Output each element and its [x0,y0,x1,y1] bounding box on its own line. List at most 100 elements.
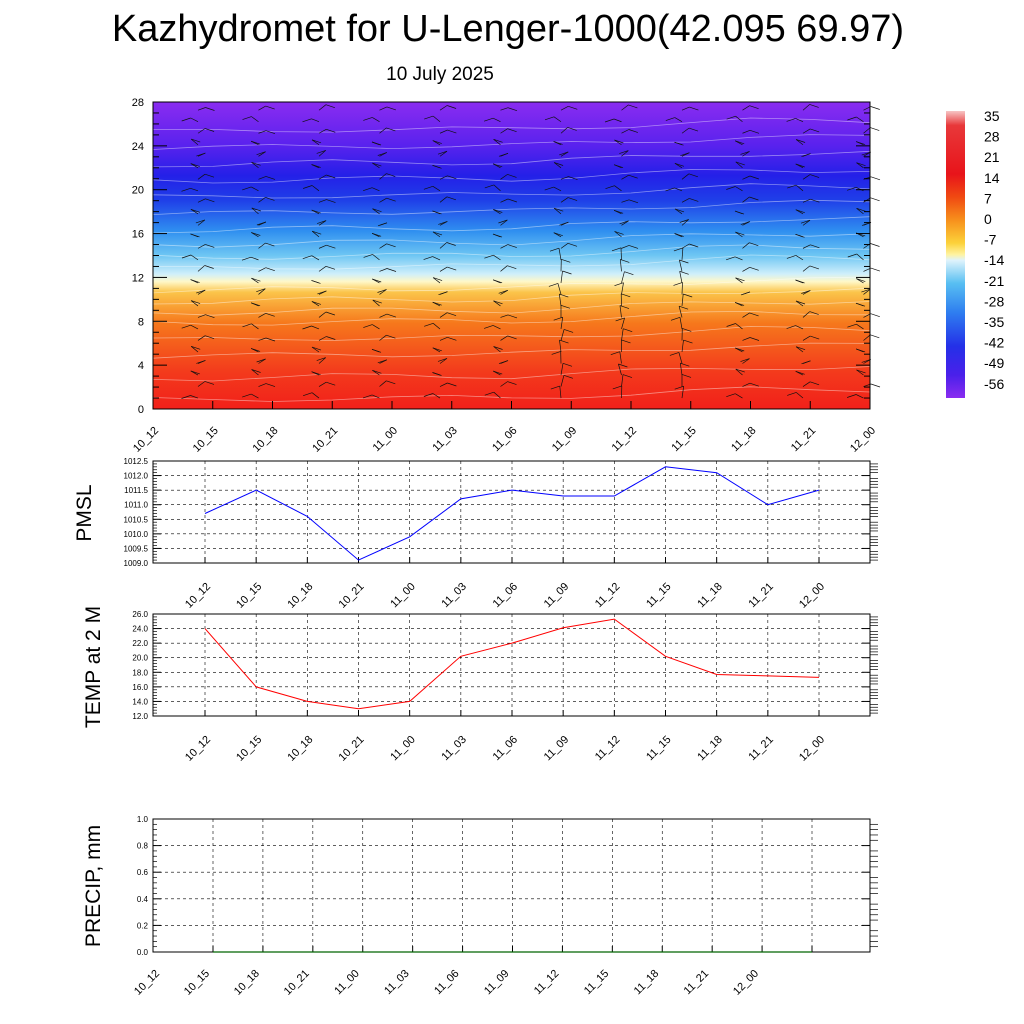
colorbar-label: 35 [984,108,1000,124]
wind-barb-flag [363,117,373,121]
profile-x-tick-label: 11_18 [729,425,759,455]
wind-barb-staff [190,300,199,307]
wind-barb-flag [493,370,503,375]
wind-barb-flag [326,381,336,386]
wind-barb-flag [256,221,267,226]
wind-barb-staff [679,259,683,272]
wind-barb-staff [251,323,259,330]
wind-barb-staff [432,277,441,284]
wind-barb-flag [423,256,433,260]
wind-barb-flag [326,199,336,203]
wind-barb-flag [795,279,805,284]
wind-barb-staff [742,312,750,318]
wind-barb-flag [362,394,373,399]
wind-barb-flag [446,312,457,317]
wind-barb-flag [795,233,805,238]
wind-barb-staff [742,358,750,364]
wind-barb-flag [205,244,215,248]
wind-barb-staff [674,117,683,123]
wind-barb-flag [553,162,564,166]
wind-barb-flag [311,164,321,168]
wind-barb-flag [674,162,685,167]
profile-y-tick-label: 0 [138,404,144,416]
wind-barb-staff [735,368,743,376]
profile-y-tick-label: 4 [138,360,144,372]
wind-barb-staff [681,243,690,249]
wind-barb-flag [544,186,554,191]
wind-barb-flag [446,196,457,201]
wind-barb-flag [507,198,518,203]
wind-barb-staff [318,381,327,387]
x-tick-label: 11_03 [382,968,412,998]
wind-barb-flag [205,314,215,319]
wind-barb-flag [446,105,457,109]
wind-barb-staff [795,346,804,353]
wind-barb-flag [870,243,880,247]
y-tick-label: 1010.5 [124,515,149,524]
chart-subtitle: 10 July 2025 [386,64,494,85]
profile-x-tick-label: 11_15 [669,425,699,455]
wind-barb-flag [801,290,811,294]
wind-barb-flag [735,368,745,373]
wind-barb-flag [619,220,629,225]
wind-barb-flag [669,352,680,356]
x-tick-label: 12_00 [797,734,827,764]
x-tick-label: 11_06 [432,968,462,998]
wind-barb-staff [197,107,206,111]
wind-barb-staff [372,370,380,376]
wind-barb-flag [432,301,442,306]
wind-barb-staff [856,253,864,261]
wind-barb-flag [665,187,675,192]
wind-barb-flag [326,336,336,340]
profile-y-tick-label: 16 [132,229,144,241]
wind-barb-flag [563,374,574,379]
wind-barb-flag [386,197,396,202]
colorbar-scale [946,111,965,398]
wind-barb-flag [372,278,382,283]
wind-barb-flag [386,127,396,132]
colorbar-label: -7 [984,232,997,248]
wind-barb-flag [493,300,503,305]
wind-barb-flag [265,312,275,317]
wind-barb-staff [681,127,690,134]
wind-barb-flag [870,197,880,202]
colorbar: 35 28 21 14 7 0 -7 -14 -21 -28 -35 -42 -49 -56 [946,108,1004,398]
wind-barb-staff [802,381,811,387]
wind-barb-flag [870,127,880,131]
wind-barb-flag [870,106,880,110]
isotherm-line [152,287,871,305]
profile-y-tick-label: 24 [132,141,144,153]
wind-barb-staff [855,186,864,192]
wind-barb-flag [302,255,312,260]
wind-barb-staff [311,255,320,261]
wind-barb-flag [362,187,373,192]
x-tick-label: 11_12 [593,581,623,611]
x-tick-label: 11_09 [482,968,512,998]
profile-x-tick-label: 12_00 [848,425,878,455]
wind-barb-staff [379,197,387,203]
wind-barb-flag [870,334,880,339]
wind-barb-flag [181,395,191,399]
wind-barb-flag [447,266,457,271]
isotherm-line [152,233,871,248]
wind-barb-flag [204,265,214,269]
wind-barb-staff [372,117,380,123]
wind-barb-staff [379,313,388,318]
wind-barb-staff [802,128,811,134]
wind-barb-flag [683,339,693,344]
wind-barb-flag [610,351,620,356]
wind-barb-flag [621,339,631,344]
wind-barb-flag [484,254,494,259]
wind-barb-flag [372,369,382,374]
wind-barb-staff [190,187,199,192]
wind-barb-staff [500,335,508,341]
x-tick-label: 11_09 [542,734,572,764]
wind-barb-flag [204,335,215,340]
wind-barb-staff [681,106,690,111]
wind-barb-staff [560,375,565,387]
wind-barb-staff [318,244,327,249]
wind-barb-staff [251,369,259,376]
wind-barb-flag [507,265,517,270]
wind-barb-staff [318,311,327,318]
